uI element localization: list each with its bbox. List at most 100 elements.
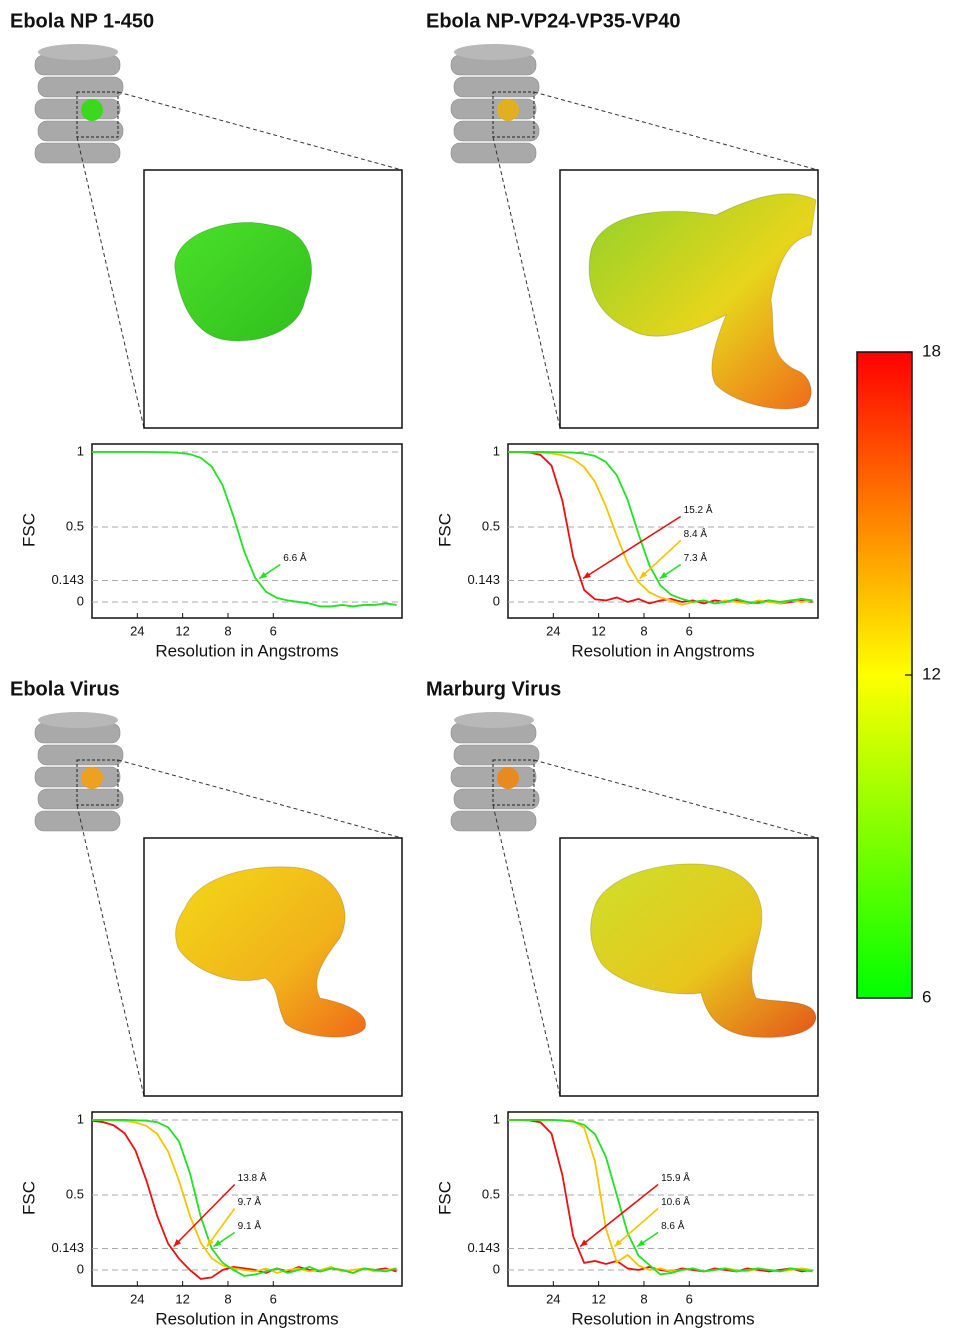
plot-frame bbox=[507, 1111, 819, 1287]
x-tick-label: 12 bbox=[591, 623, 605, 638]
resolution-label: 9.7 Å bbox=[238, 1195, 262, 1208]
map-ring bbox=[453, 744, 540, 766]
arrow-head bbox=[582, 571, 591, 579]
plot-frame bbox=[91, 1111, 403, 1287]
arrow-shaft bbox=[639, 539, 682, 580]
fsc-curve bbox=[92, 451, 397, 608]
panel-title: Ebola Virus bbox=[10, 678, 120, 700]
panel: Ebola Virus 0 0.143 0.5 1 24 12 8 6 FSC Resolution… bbox=[10, 678, 403, 1328]
y-tick-label: 0.5 bbox=[482, 518, 500, 533]
thumb-blob bbox=[497, 99, 519, 121]
zoom-line bbox=[533, 91, 819, 171]
y-axis-label: FSC bbox=[19, 1181, 38, 1215]
arrow-shaft bbox=[613, 1207, 659, 1248]
density-render bbox=[588, 193, 817, 410]
zoom-box bbox=[76, 91, 119, 138]
arrow-shaft bbox=[206, 1208, 236, 1247]
panel-title: Marburg Virus bbox=[426, 678, 561, 700]
arrow-shaft bbox=[582, 515, 682, 580]
x-tick-label: 6 bbox=[686, 623, 693, 638]
arrow-head bbox=[659, 571, 668, 579]
resolution-label: 15.9 Å bbox=[661, 1171, 690, 1184]
zoom-line bbox=[117, 91, 403, 171]
map-ring-top bbox=[454, 44, 534, 60]
y-tick-label: 0.143 bbox=[467, 1240, 500, 1255]
x-tick-label: 8 bbox=[640, 1291, 647, 1306]
y-tick-label: 0.143 bbox=[467, 572, 500, 587]
x-tick-label: 24 bbox=[546, 1291, 560, 1306]
zoom-line bbox=[492, 136, 561, 429]
resolution-label: 9.1 Å bbox=[238, 1219, 262, 1232]
y-tick-label: 0.143 bbox=[51, 1240, 84, 1255]
arrow-head bbox=[580, 1239, 588, 1247]
resolution-label: 8.4 Å bbox=[684, 527, 708, 540]
y-tick-label: 0.5 bbox=[66, 1186, 84, 1201]
fsc-curve bbox=[508, 451, 813, 605]
density-render bbox=[175, 866, 367, 1038]
resolution-label: 15.2 Å bbox=[684, 503, 713, 516]
y-axis-label: FSC bbox=[435, 513, 454, 547]
y-tick-label: 1 bbox=[493, 443, 500, 458]
x-tick-label: 12 bbox=[175, 1291, 189, 1306]
density-render bbox=[590, 863, 817, 1038]
x-tick-label: 8 bbox=[224, 623, 231, 638]
zoom-box bbox=[492, 91, 535, 138]
map-ring bbox=[450, 142, 537, 164]
y-tick-label: 1 bbox=[77, 443, 84, 458]
density-render bbox=[174, 221, 313, 342]
x-tick-label: 8 bbox=[640, 623, 647, 638]
colorbar bbox=[856, 351, 913, 999]
zoom-line bbox=[533, 759, 819, 839]
y-tick-label: 0 bbox=[493, 1261, 500, 1276]
arrow-head bbox=[259, 571, 268, 579]
arrow-shaft bbox=[579, 1183, 659, 1248]
plot-frame bbox=[91, 443, 403, 619]
resolution-label: 13.8 Å bbox=[238, 1171, 267, 1184]
map-ring bbox=[450, 810, 537, 832]
map-ring-top bbox=[38, 44, 118, 60]
zoom-line bbox=[117, 759, 403, 839]
y-tick-label: 1 bbox=[77, 1111, 84, 1126]
fsc-curve bbox=[508, 1119, 813, 1273]
x-tick-label: 8 bbox=[224, 1291, 231, 1306]
x-axis-label: Resolution in Angstroms bbox=[155, 1309, 338, 1328]
x-tick-label: 6 bbox=[270, 1291, 277, 1306]
y-tick-label: 0.5 bbox=[482, 1186, 500, 1201]
plot-frame bbox=[507, 443, 819, 619]
thumb-blob bbox=[81, 767, 103, 789]
y-tick-label: 0.143 bbox=[51, 572, 84, 587]
arrow-shaft bbox=[173, 1183, 236, 1248]
y-tick-label: 0.5 bbox=[66, 518, 84, 533]
resolution-label: 6.6 Å bbox=[283, 551, 307, 564]
fsc-curve bbox=[508, 451, 813, 606]
x-axis-label: Resolution in Angstroms bbox=[571, 1309, 754, 1328]
x-tick-label: 12 bbox=[175, 623, 189, 638]
fsc-curve bbox=[92, 1119, 397, 1277]
zoom-box bbox=[76, 759, 119, 806]
zoom-line bbox=[76, 136, 145, 429]
x-tick-label: 6 bbox=[270, 623, 277, 638]
thumb-blob bbox=[497, 767, 519, 789]
map-ring bbox=[37, 788, 124, 810]
map-ring bbox=[37, 120, 124, 142]
resolution-label: 7.3 Å bbox=[684, 551, 708, 564]
panel: Ebola NP 1-450 0 0.143 0.5 1 24 12 8 6 FSC Resolut… bbox=[10, 10, 403, 660]
y-axis-label: FSC bbox=[19, 513, 38, 547]
y-tick-label: 0 bbox=[77, 593, 84, 608]
colorbar-tick-label: 6 bbox=[922, 987, 931, 1006]
map-ring bbox=[453, 76, 540, 98]
x-tick-label: 24 bbox=[130, 623, 144, 638]
x-tick-label: 24 bbox=[546, 623, 560, 638]
zoom-line bbox=[76, 804, 145, 1097]
x-axis-label: Resolution in Angstroms bbox=[571, 641, 754, 660]
map-ring bbox=[453, 120, 540, 142]
arrow-head bbox=[614, 1239, 622, 1247]
panel-title: Ebola NP 1-450 bbox=[10, 10, 154, 32]
arrow-head bbox=[173, 1239, 182, 1247]
zoom-box bbox=[492, 759, 535, 806]
x-tick-label: 24 bbox=[130, 1291, 144, 1306]
thumb-blob bbox=[81, 99, 103, 121]
colorbar-tick-label: 18 bbox=[922, 341, 941, 360]
map-ring bbox=[37, 76, 124, 98]
